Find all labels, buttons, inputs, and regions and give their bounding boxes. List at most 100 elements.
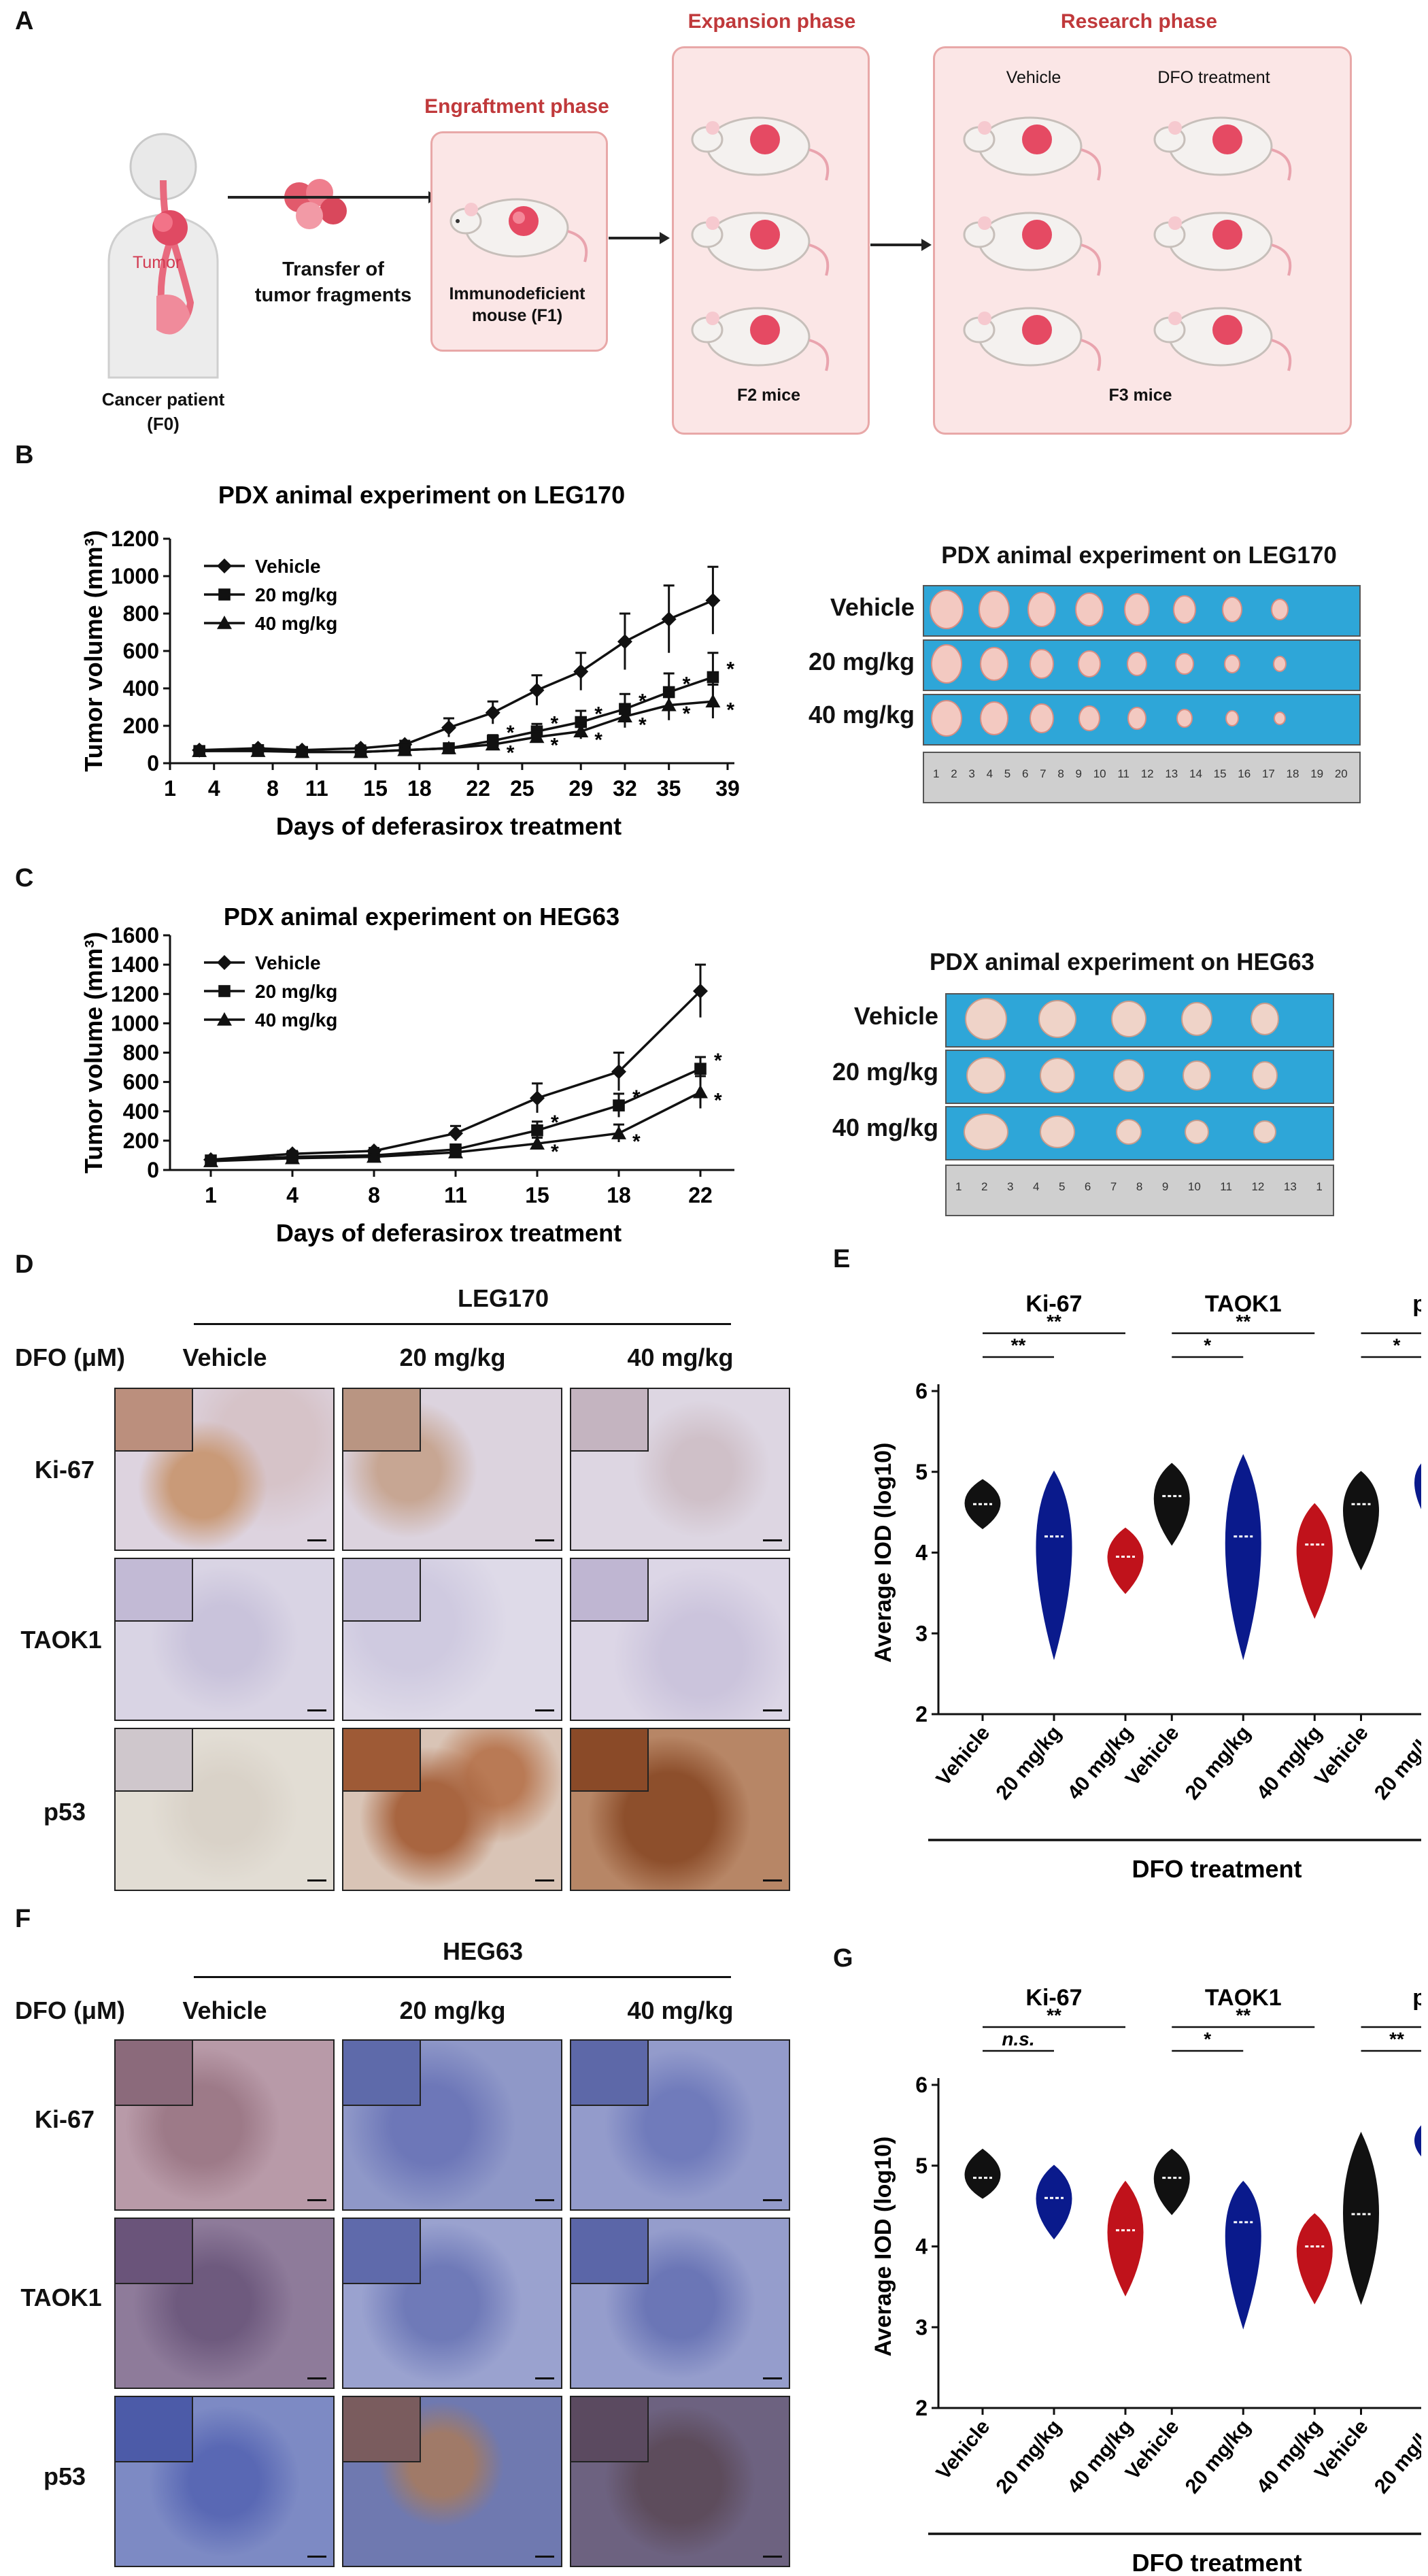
significance-star: * <box>594 703 602 726</box>
x-tick-label: 20 mg/kg <box>1370 2415 1421 2498</box>
ihc-d-p53-40 <box>570 1728 790 1891</box>
x-tick-label: 20 mg/kg <box>1370 1722 1421 1804</box>
data-point <box>693 1084 708 1099</box>
violin-Ki-67-Vehicle <box>964 1479 1001 1530</box>
panel-letter-g: G <box>833 1944 853 1973</box>
engraftment-caption-2: mouse (F1) <box>471 306 563 325</box>
ruler-tick: 12 <box>1251 1180 1265 1193</box>
panel-d-row-p53: p53 <box>43 1798 86 1826</box>
ruler-tick: 20 <box>1334 767 1348 780</box>
y-tick-label: 600 <box>123 639 159 663</box>
significance-star: * <box>594 729 602 751</box>
data-point <box>250 743 266 757</box>
ruler-b <box>923 752 1361 803</box>
ihc-d-ki67-vehicle <box>114 1388 335 1551</box>
transfer-label-2: tumor fragments <box>254 284 412 306</box>
x-tick-label: 1 <box>164 776 176 801</box>
x-tick-label: 40 mg/kg <box>1253 1722 1327 1804</box>
ruler-tick: 8 <box>1136 1180 1143 1193</box>
panel-f-row-ki67: Ki-67 <box>34 2105 95 2133</box>
panel-f-col-40: 40 mg/kg <box>627 1996 734 2024</box>
chart-b-tumor-volume: PDX animal experiment on LEG170 0 200 400 60… <box>80 481 740 840</box>
series-line <box>199 599 714 752</box>
significance-label: ** <box>1389 2028 1404 2050</box>
data-point <box>485 737 500 751</box>
y-tick-label: 1000 <box>111 1011 159 1035</box>
ihc-d-p53-20 <box>342 1728 562 1891</box>
data-point <box>707 671 719 684</box>
series-40-mg-kg: * * ** * * <box>192 684 734 765</box>
data-point <box>397 742 413 756</box>
legend-label: Vehicle <box>255 556 321 577</box>
x-tick-label: 4 <box>286 1183 299 1207</box>
significance-star: * <box>551 1111 559 1134</box>
panel-letter-a: A <box>15 7 34 35</box>
violin-p53-20-mg-kg <box>1414 2125 1421 2157</box>
ruler-tick: 4 <box>1032 1180 1040 1193</box>
x-axis-label: DFO treatment <box>1132 1855 1302 1883</box>
series-20-mg-kg: * * **** <box>193 652 734 758</box>
ruler-tick: 9 <box>1161 1180 1169 1193</box>
significance-star: * <box>639 690 647 712</box>
x-tick-label: 35 <box>657 776 681 801</box>
data-point <box>617 634 632 650</box>
ihc-d-taok1-40 <box>570 1558 790 1721</box>
significance-star: * <box>726 658 734 681</box>
tumor-samples-c <box>964 998 1279 1150</box>
data-point <box>611 1064 626 1080</box>
research-dfo-label: DFO treatment <box>1157 68 1270 87</box>
violin-Ki-67-40-mg-kg <box>1107 1527 1144 1594</box>
significance-star: * <box>550 712 558 735</box>
x-tick-label: 8 <box>368 1183 380 1207</box>
violin-p53-Vehicle <box>1343 2131 1379 2305</box>
significance-star: * <box>726 699 734 721</box>
legend-label: 20 mg/kg <box>255 981 337 1002</box>
y-tick-label: 4 <box>915 2235 928 2259</box>
significance-label: ** <box>1047 2005 1061 2026</box>
y-tick-label: 5 <box>915 2154 928 2178</box>
ruler-tick: 14 <box>1189 767 1202 780</box>
photo-c-title: PDX animal experiment on HEG63 <box>929 949 1314 975</box>
violin-p53-20-mg-kg <box>1414 1463 1421 1509</box>
violin-Ki-67-20-mg-kg <box>1036 1470 1072 1660</box>
ruler-tick: 18 <box>1286 767 1299 780</box>
tumor-fragments-icon <box>284 179 347 229</box>
panel-letter-b: B <box>15 441 34 469</box>
ruler-b-ticks: 1 2 3 4 5 6 7 8 9 10 11 12 13 14 15 16 17 18 19 20 <box>933 767 1348 788</box>
significance-star: * <box>639 714 647 736</box>
data-point <box>217 1012 232 1026</box>
y-tick-label: 400 <box>123 676 159 701</box>
ihc-f-taok1-20 <box>342 2218 562 2389</box>
ruler-tick: 4 <box>986 767 993 780</box>
x-tick-label: 18 <box>407 776 432 801</box>
ruler-tick: 8 <box>1057 767 1064 780</box>
ruler-tick: 2 <box>951 767 957 780</box>
y-tick-label: 0 <box>147 1158 159 1182</box>
significance-label: ** <box>1236 2005 1251 2026</box>
data-point <box>705 592 721 608</box>
arrow-transfer <box>228 191 439 203</box>
photo-b-row-20: 20 mg/kg <box>808 648 915 675</box>
engraftment-title: Engraftment phase <box>424 95 609 118</box>
ruler-tick: 11 <box>1220 1180 1232 1193</box>
panel-letter-e: E <box>833 1245 851 1273</box>
panel-f-dfo-label: DFO (μM) <box>15 1996 125 2024</box>
ihc-f-taok1-vehicle <box>114 2218 335 2389</box>
ruler-tick: 1 <box>1316 1180 1323 1193</box>
x-tick-label: 15 <box>363 776 388 801</box>
panel-d-col-vehicle: Vehicle <box>182 1343 267 1371</box>
y-tick-label: 0 <box>147 751 159 775</box>
significance-star: * <box>632 1086 641 1109</box>
chart-title: PDX animal experiment on HEG63 <box>224 903 619 931</box>
data-point <box>441 720 456 735</box>
ruler-tick: 9 <box>1075 767 1082 780</box>
significance-label: ** <box>1047 1311 1061 1332</box>
patient-sub-label: (F0) <box>147 414 180 434</box>
ihc-f-p53-40 <box>570 2396 790 2567</box>
significance-star: * <box>714 1090 722 1112</box>
data-point <box>218 588 231 601</box>
ihc-f-ki67-20 <box>342 2039 562 2211</box>
y-tick-label: 3 <box>915 1621 928 1645</box>
ruler-tick: 6 <box>1084 1180 1091 1193</box>
